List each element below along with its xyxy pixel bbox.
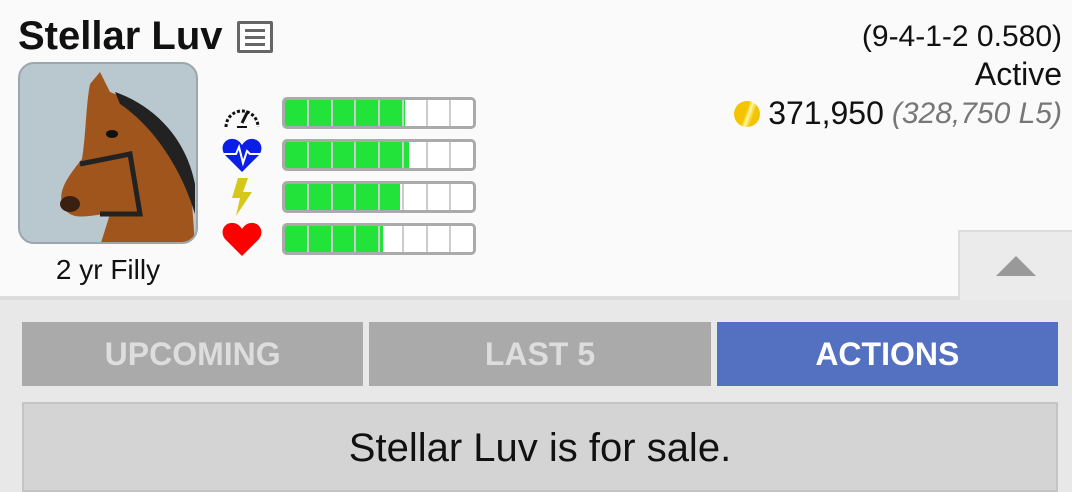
- actions-panel: Stellar Luv is for sale.: [22, 402, 1058, 492]
- bar-segment: [404, 184, 428, 210]
- stat-speed: [220, 92, 476, 134]
- horse-summary: (9-4-1-2 0.580) Active 371,950 (328,750 …: [734, 20, 1062, 132]
- bar-segment: [356, 100, 380, 126]
- bar-segment: [333, 142, 357, 168]
- tab-actions[interactable]: ACTIONS: [716, 322, 1058, 386]
- sale-message: Stellar Luv is for sale.: [348, 426, 732, 470]
- bar-segment: [333, 184, 357, 210]
- bar-segment: [451, 100, 473, 126]
- tab-bar: UPCOMING LAST 5 ACTIONS: [22, 322, 1058, 386]
- bar-segment: [380, 142, 404, 168]
- stat-bars: [220, 92, 476, 260]
- chevron-up-icon: [996, 256, 1036, 276]
- bar-segment: [309, 100, 333, 126]
- health-bar: [282, 223, 476, 255]
- bar-segment: [428, 142, 452, 168]
- heart-pulse-icon: [220, 136, 264, 174]
- horse-age-sex: 2 yr Filly: [55, 254, 161, 285]
- bar-fill: [285, 142, 410, 168]
- bar-segment: [309, 226, 333, 252]
- bar-segment: [285, 142, 309, 168]
- bar-segment: [451, 226, 473, 252]
- earnings-last5: (328,750 L5): [891, 96, 1062, 130]
- document-icon[interactable]: [236, 20, 273, 53]
- bar-segment: [333, 100, 357, 126]
- horse-header: Stellar Luv 2 yr Filly (9-4-: [0, 0, 1072, 300]
- bar-segment: [404, 142, 428, 168]
- bar-segment: [404, 100, 428, 126]
- bar-segment: [285, 226, 309, 252]
- horse-name: Stellar Luv: [18, 14, 223, 58]
- heart-icon: [220, 220, 264, 258]
- stat-stamina: [220, 134, 476, 176]
- speed-bar: [282, 97, 476, 129]
- horse-avatar[interactable]: [18, 62, 198, 244]
- bar-segment: [380, 100, 404, 126]
- bar-fill: [285, 100, 406, 126]
- coin-icon: [734, 100, 761, 127]
- bar-segment: [309, 184, 333, 210]
- bar-segment: [404, 226, 428, 252]
- horse-title: Stellar Luv: [18, 14, 273, 59]
- stat-energy: [220, 176, 476, 218]
- bar-segment: [285, 184, 309, 210]
- bar-segment: [356, 142, 380, 168]
- bar-fill: [285, 184, 400, 210]
- lightning-icon: [220, 178, 264, 216]
- bar-segment: [356, 184, 380, 210]
- bar-segment: [356, 226, 380, 252]
- bar-segment: [285, 100, 309, 126]
- stamina-bar: [282, 139, 476, 171]
- earnings: 371,950 (328,750 L5): [734, 95, 1062, 132]
- bar-fill: [285, 226, 383, 252]
- tab-last-5[interactable]: LAST 5: [369, 322, 711, 386]
- energy-bar: [282, 181, 476, 213]
- horse-status: Active: [974, 56, 1062, 92]
- collapse-button[interactable]: [958, 230, 1072, 300]
- earnings-total: 371,950: [768, 95, 884, 131]
- bar-segment: [451, 184, 473, 210]
- speedometer-icon: [220, 94, 264, 132]
- bar-segment: [428, 184, 452, 210]
- bar-segment: [309, 142, 333, 168]
- bar-segment: [380, 226, 404, 252]
- stat-health: [220, 218, 476, 260]
- bar-segment: [451, 142, 473, 168]
- race-record: (9-4-1-2 0.580): [861, 20, 1062, 53]
- bar-segment: [428, 100, 452, 126]
- bar-segment: [380, 184, 404, 210]
- bar-segment: [428, 226, 452, 252]
- tab-upcoming[interactable]: UPCOMING: [22, 322, 364, 386]
- bar-segment: [333, 226, 357, 252]
